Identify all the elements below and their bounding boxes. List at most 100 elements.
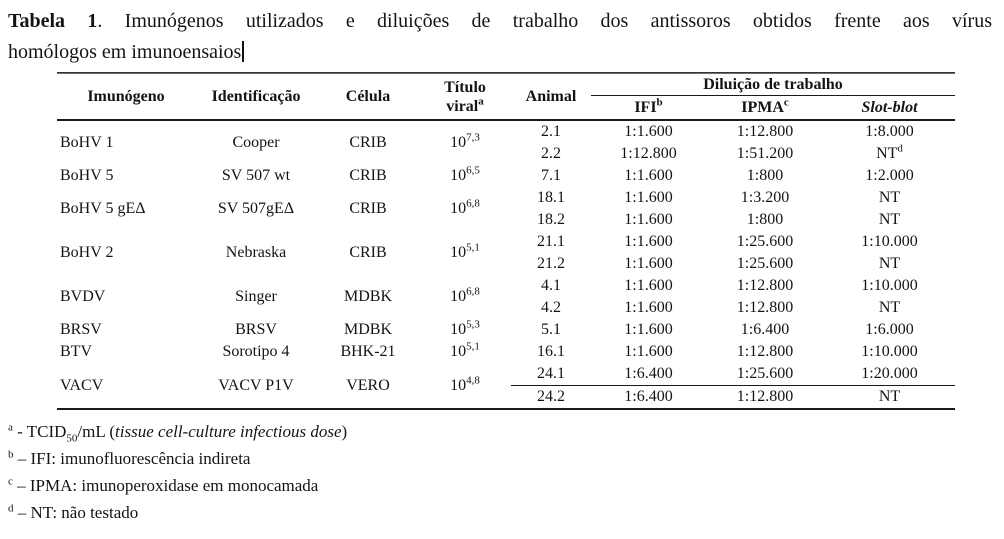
ifi-dilution-cell: 1:1.600 xyxy=(624,167,673,184)
cell-line-cell: VERO xyxy=(346,376,390,394)
titer-header-line1: Título xyxy=(444,78,486,96)
col-header-diluicao-de-trabalho: Diluição de trabalho xyxy=(591,74,956,96)
slot-blot-dilution-cell: NT xyxy=(878,299,901,316)
cell-line-cell: MDBK xyxy=(343,321,392,338)
viral-titer-cell: 105,3 xyxy=(450,318,480,338)
ifi-dilution-cell: 1:12.800 xyxy=(620,145,677,162)
immunogen-cell: BoHV 1 xyxy=(57,119,195,165)
animal-cell: 4.2 xyxy=(541,299,561,316)
slot-blot-dilution-cell: 1:10.000 xyxy=(861,277,918,294)
identification-cell: SV 507 wt xyxy=(221,167,291,184)
data-table: Imunógeno Identificação Célula Título vir… xyxy=(57,74,956,410)
table-row: 2.2 1:12.800 1:51.200 NTd xyxy=(57,143,955,165)
cell-line-cell: CRIB xyxy=(317,119,419,165)
ifi-dilution-cell: 1:1.600 xyxy=(624,233,673,250)
slot-blot-dilution-cell: NT xyxy=(878,189,901,206)
immunogen-cell: BoHV 2 xyxy=(60,244,114,261)
ipma-dilution-cell: 1:12.800 xyxy=(736,343,794,360)
col-header-animal: Animal xyxy=(525,88,577,105)
immunogen-cell: BVDV xyxy=(60,288,106,305)
viral-titer-cell: 106,8 xyxy=(450,197,480,217)
immunogen-cell: BoHV 5 xyxy=(60,167,114,184)
table-caption: Tabela 1. Imunógenos utilizados e diluiç… xyxy=(8,6,992,68)
ifi-header-text: IFI xyxy=(634,99,657,116)
col-header-imunogeno: Imunógeno xyxy=(87,88,165,105)
slot-blot-dilution-cell: NT xyxy=(878,255,901,272)
table-row: 18.2 1:1.600 1:800 NT xyxy=(57,209,955,231)
animal-cell: 2.2 xyxy=(541,145,561,162)
data-table-wrap: Imunógeno Identificação Célula Título vir… xyxy=(57,72,956,410)
header-row-1: Imunógeno Identificação Célula Título vir… xyxy=(57,74,956,115)
animal-cell: 24.2 xyxy=(511,385,591,409)
caption-text-line2: homólogos em imunoensaios xyxy=(8,41,242,63)
identification-cell: Cooper xyxy=(195,119,317,165)
titer-exponent: 6,5 xyxy=(466,164,480,177)
animal-cell: 16.1 xyxy=(537,343,565,360)
ipma-header-text: IPMA xyxy=(741,99,784,116)
immunogen-cell: BTV xyxy=(60,343,92,360)
animal-cell: 2.1 xyxy=(511,119,591,143)
cell-line-cell: CRIB xyxy=(349,200,387,217)
cell-line-cell: CRIB xyxy=(349,167,387,184)
viral-titer-cell: 105,1 xyxy=(450,241,480,261)
animal-cell: 4.1 xyxy=(541,277,561,294)
ipma-dilution-cell: 1:6.400 xyxy=(740,321,790,338)
animal-cell: 7.1 xyxy=(541,167,561,184)
cell-line-cell: CRIB xyxy=(349,244,387,261)
immunogen-cell: BoHV 5 gEΔ xyxy=(60,200,146,217)
viral-titer-cell: 104,8 xyxy=(450,374,480,394)
identification-cell: VACV P1V xyxy=(218,376,294,394)
nt-footnote-mark: d xyxy=(897,142,903,155)
table-row: 21.2 1:1.600 1:25.600 NT xyxy=(57,253,955,275)
table-row: BoHV 2 Nebraska CRIB 105,1 21.1 1:1.600 1:25.6… xyxy=(57,231,955,261)
table-top-rule xyxy=(57,72,955,74)
footnote-marker: b xyxy=(8,448,14,461)
footnote-c: c – IPMA: imunoperoxidase em monocamada xyxy=(8,475,319,495)
table-row: BVDV Singer MDBK 106,8 4.1 1:1.600 1:12.800 1:1… xyxy=(57,275,955,305)
titer-exponent: 5,1 xyxy=(466,241,480,254)
ipma-dilution-cell: 1:25.600 xyxy=(736,255,794,272)
caption-label: Tabela 1 xyxy=(8,10,98,32)
slot-blot-dilution-cell: 1:6.000 xyxy=(865,321,914,338)
ipma-dilution-cell: 1:800 xyxy=(746,211,784,228)
ifi-footnote-mark: b xyxy=(656,96,663,109)
ipma-dilution-cell: 1:12.800 xyxy=(706,119,824,143)
table-row: 4.2 1:1.600 1:12.800 NT xyxy=(57,297,955,319)
animal-cell: 21.2 xyxy=(537,255,565,272)
immunogen-cell: BRSV xyxy=(60,321,102,338)
slot-blot-dilution-cell: NTd xyxy=(876,142,903,162)
animal-cell: 18.2 xyxy=(537,211,565,228)
ifi-dilution-cell: 1:1.600 xyxy=(624,255,673,272)
table-header: Imunógeno Identificação Célula Título vir… xyxy=(57,74,956,121)
footnote-marker: c xyxy=(8,475,13,488)
document-canvas[interactable]: Tabela 1. Imunógenos utilizados e diluiç… xyxy=(0,6,1004,539)
footnote-marker: a xyxy=(8,421,13,434)
table-row: BoHV 5 SV 507 wt CRIB 106,5 7.1 1:1.600 1:800 1… xyxy=(57,165,955,187)
ifi-dilution-cell: 1:1.600 xyxy=(624,343,673,360)
table-row: VACV VACV P1V VERO 104,8 24.1 1:6.400 1:25.600… xyxy=(57,363,955,394)
ipma-dilution-cell: 1:12.800 xyxy=(736,277,794,294)
ifi-dilution-cell: 1:1.600 xyxy=(591,119,706,143)
footnotes: a - TCID50/mL (tissue cell-culture infec… xyxy=(8,418,1004,526)
slot-blot-dilution-cell: 1:2.000 xyxy=(865,167,914,184)
animal-cell: 21.1 xyxy=(537,233,565,250)
titer-header-footnote-mark: a xyxy=(478,95,484,108)
ipma-dilution-cell: 1:800 xyxy=(746,167,784,184)
ipma-dilution-cell: 1:12.800 xyxy=(736,299,794,316)
viral-titer-cell: 106,8 xyxy=(450,285,480,305)
ifi-dilution-cell: 1:1.600 xyxy=(624,277,673,294)
slot-blot-dilution-cell: 1:20.000 xyxy=(861,365,918,382)
viral-titer-cell: 106,5 xyxy=(450,164,480,184)
ifi-dilution-cell: 1:6.400 xyxy=(624,365,673,382)
col-header-ipma: IPMAc xyxy=(706,96,824,121)
text-cursor xyxy=(242,41,244,62)
slot-blot-dilution-cell: NT xyxy=(824,385,956,409)
footnote-a: a - TCID50/mL (tissue cell-culture infec… xyxy=(8,421,348,445)
table-row: 24.2 1:6.400 1:12.800 NT xyxy=(57,385,956,409)
ifi-dilution-cell: 1:1.600 xyxy=(624,189,673,206)
header-row-2: IFIb IPMAc Slot-blot xyxy=(57,96,955,121)
animal-cell: 18.1 xyxy=(537,189,565,206)
slot-blot-dilution-cell: 1:10.000 xyxy=(861,343,918,360)
ipma-footnote-mark: c xyxy=(783,96,789,109)
footnote-b: b – IFI: imunofluorescência indireta xyxy=(8,448,251,468)
